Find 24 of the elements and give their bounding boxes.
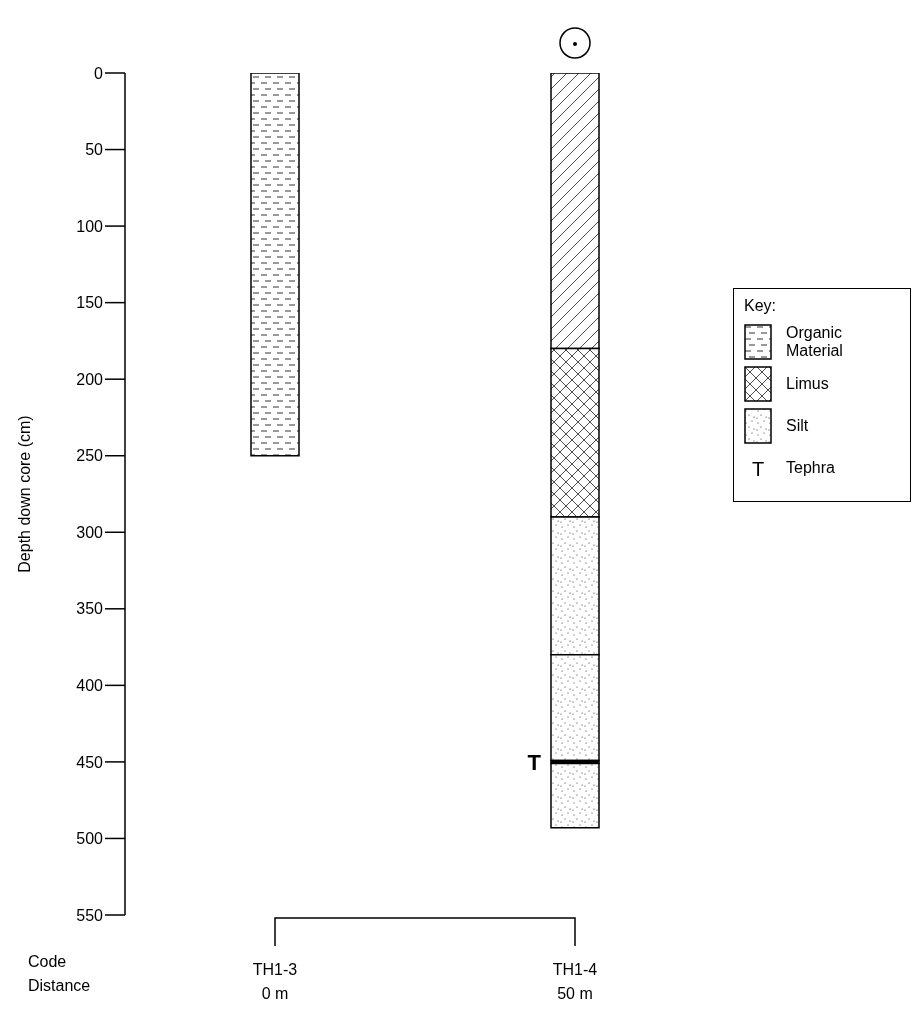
y-tick-label: 400 xyxy=(76,677,104,695)
text: Code xyxy=(28,953,67,971)
y-tick-label: 0 xyxy=(94,64,104,82)
y-axis-title: Depth down core (cm) xyxy=(16,415,33,573)
y-tick-label: 350 xyxy=(76,600,104,618)
text: Distance xyxy=(28,977,91,995)
annotation: T xyxy=(527,749,542,775)
y-tick-label: 100 xyxy=(76,217,104,235)
x-tick-label: TH1-4 50 m xyxy=(552,961,598,1002)
y-tick-label: 500 xyxy=(76,830,104,848)
y-tick-label: 50 xyxy=(85,141,104,159)
legend-label: Limus xyxy=(786,374,829,393)
y-tick-label: 450 xyxy=(76,753,104,771)
legend-title: Key: xyxy=(744,296,777,315)
legend-label: Organic Material xyxy=(786,323,844,360)
y-tick-label: 300 xyxy=(76,523,104,541)
legend-label: Silt xyxy=(786,416,809,435)
y-tick-label: 200 xyxy=(76,370,104,388)
y-tick-label: 150 xyxy=(76,294,104,312)
text: Tephra xyxy=(786,458,835,477)
x-tick-label: TH1-3 0 m xyxy=(252,961,298,1002)
text: T xyxy=(751,457,765,480)
y-tick-label: 550 xyxy=(76,906,104,924)
y-tick-label: 250 xyxy=(76,447,104,465)
